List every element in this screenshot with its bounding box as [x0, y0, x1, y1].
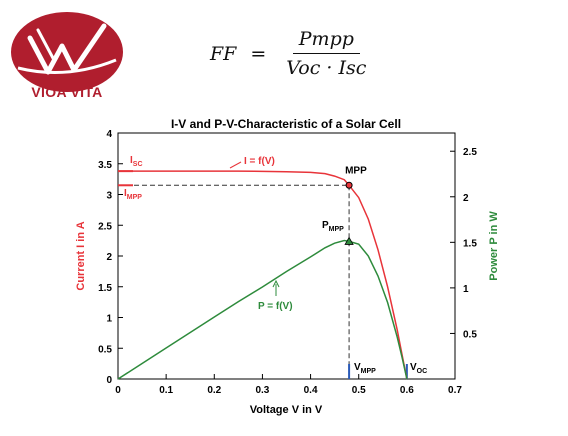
mpp-point [345, 181, 353, 189]
logo-text: VIOA VITA [31, 84, 103, 100]
chart-title: I-V and P-V-Characteristic of a Solar Ce… [171, 117, 401, 131]
y-left-tick-label: 3 [106, 191, 112, 202]
y-axis-right-label: Power P in W [488, 211, 500, 281]
impp-label-main: I [124, 188, 127, 199]
pmpp-point [344, 236, 354, 245]
y-right-tick-label: 1 [463, 284, 469, 295]
mpp-label: MPP [345, 165, 367, 176]
pv-curve-arrow-head [272, 279, 280, 288]
iv-curve-label: I = f(V) [244, 156, 275, 167]
voc-label-sub: OC [417, 368, 428, 375]
pv-curve-series [117, 239, 408, 380]
isc-label-sub: SC [133, 161, 143, 168]
x-tick-label: 0.5 [352, 385, 366, 396]
iv-curve-series [118, 170, 408, 380]
x-tick-label: 0.4 [304, 385, 318, 396]
x-tick-label: 0.6 [400, 385, 414, 396]
y-left-tick-label: 3.5 [98, 160, 112, 171]
pv-curve-label: P = f(V) [258, 301, 293, 312]
plot-frame [117, 132, 456, 380]
y-left-tick-label: 2.5 [98, 221, 112, 232]
isc-label-main: I [130, 155, 133, 166]
formula-lhs: FF [210, 42, 237, 65]
fill-factor-formula: FF = Pmpp Voc · Isc [210, 28, 372, 79]
voc-label-main: V [410, 362, 417, 373]
vioa-vita-logo [11, 12, 123, 92]
y-left-tick-label: 1 [106, 314, 112, 325]
y-right-tick-label: 0.5 [463, 329, 477, 340]
vmpp-label-sub: MPP [361, 368, 377, 375]
y-right-tick-label: 2.5 [463, 147, 477, 158]
x-tick-label: 0.3 [255, 385, 269, 396]
formula-fraction: Pmpp Voc · Isc [280, 28, 372, 79]
logo-mark [27, 23, 107, 75]
voc-label: VOC [410, 362, 427, 375]
pmpp-label-main: P [322, 220, 329, 231]
y-right-tick-label: 2 [463, 193, 469, 204]
x-tick-label: 0.2 [207, 385, 221, 396]
formula-numerator: Pmpp [292, 28, 360, 54]
x-tick-label: 0.1 [159, 385, 173, 396]
x-tick-label: 0 [115, 385, 121, 396]
isc-label: ISC [130, 155, 143, 168]
logo-swoosh [17, 58, 117, 74]
y-left-tick-label: 0 [106, 375, 112, 386]
vmpp-label-main: V [354, 362, 361, 373]
y-left-tick-label: 1.5 [98, 283, 112, 294]
impp-label-sub: MPP [127, 194, 143, 201]
y-left-tick-label: 4 [106, 129, 112, 140]
y-left-tick-label: 2 [106, 252, 112, 263]
x-tick-label: 0.7 [448, 385, 462, 396]
vmpp-label: VMPP [354, 362, 376, 375]
y-axis-left-label: Current I in A [75, 221, 87, 290]
x-axis-label: Voltage V in V [250, 404, 323, 416]
formula-denominator: Voc · Isc [286, 57, 367, 79]
y-right-tick-label: 1.5 [463, 238, 477, 249]
pmpp-label-sub: MPP [329, 226, 345, 233]
y-left-tick-label: 0.5 [98, 344, 112, 355]
iv-curve-leader [229, 161, 242, 169]
impp-label: IMPP [124, 188, 142, 201]
pmpp-label: PMPP [322, 220, 344, 233]
formula-equals: = [250, 42, 267, 65]
